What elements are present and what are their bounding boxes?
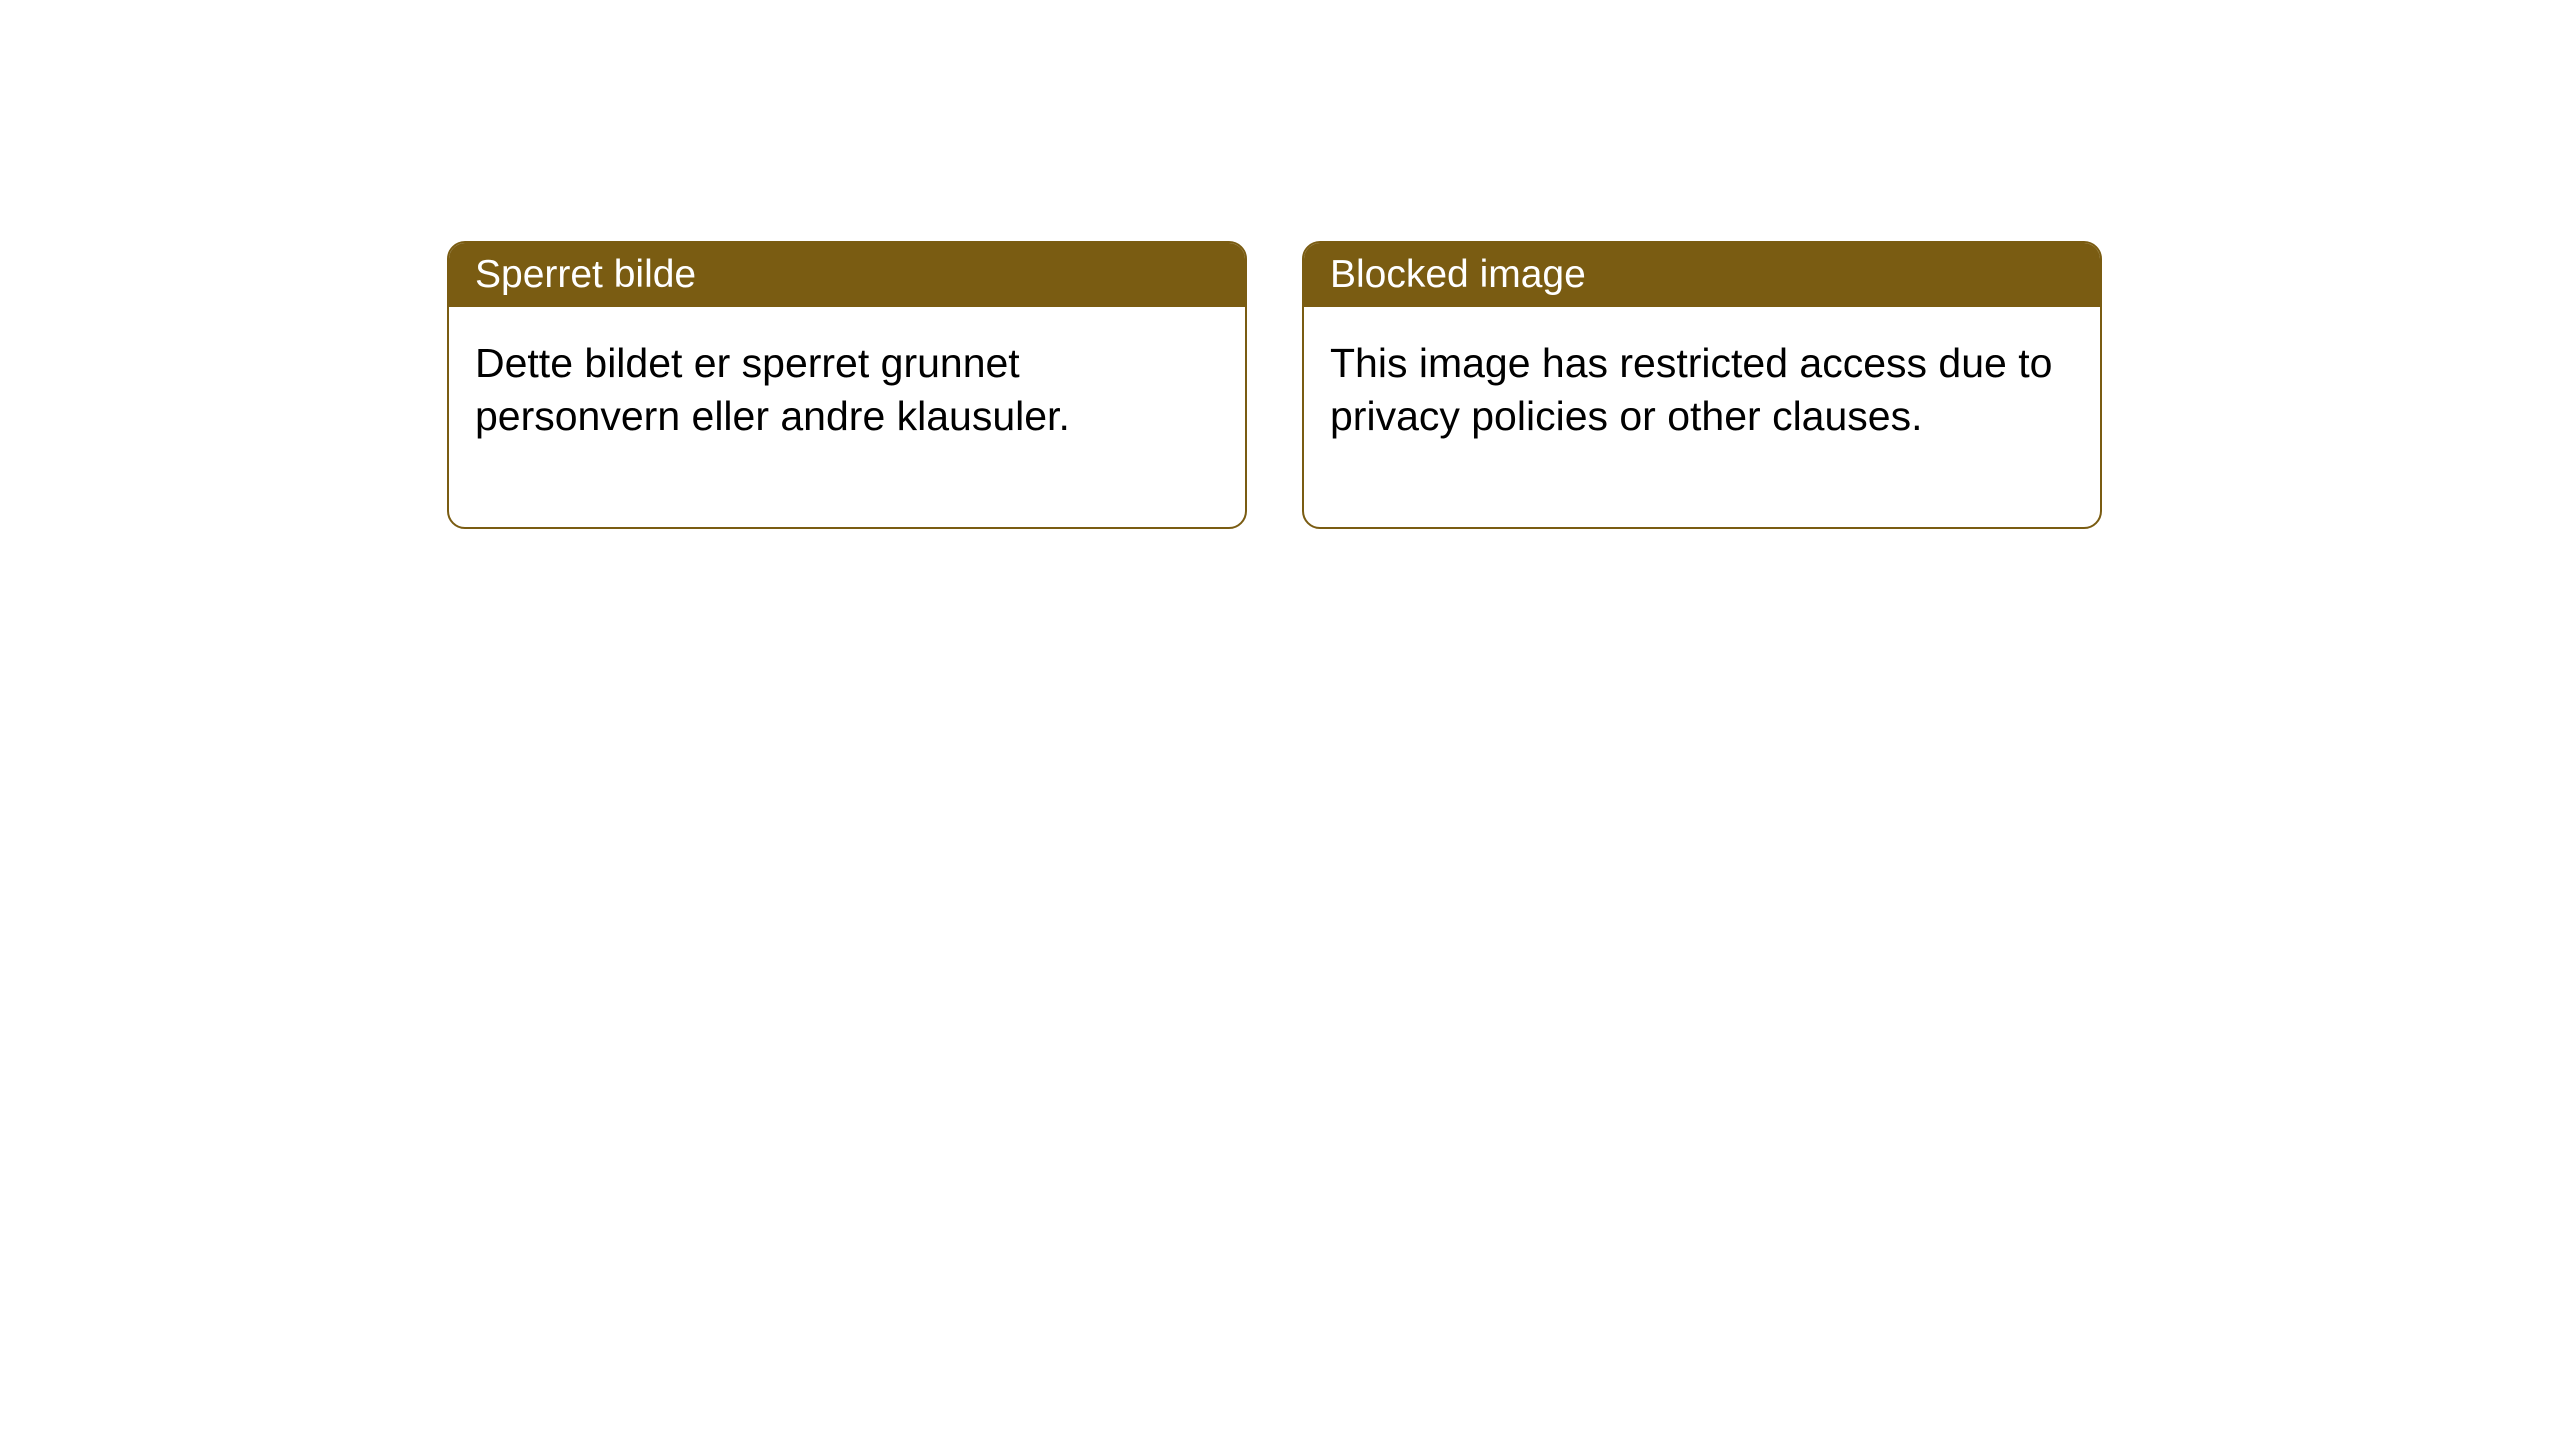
card-body-text: This image has restricted access due to … (1330, 340, 2052, 439)
card-header-text: Sperret bilde (475, 253, 696, 296)
card-header-norwegian: Sperret bilde (449, 243, 1245, 307)
card-header-text: Blocked image (1330, 253, 1586, 296)
card-body-english: This image has restricted access due to … (1304, 307, 2100, 527)
card-body-text: Dette bildet er sperret grunnet personve… (475, 340, 1070, 439)
blocked-image-cards-container: Sperret bilde Dette bildet er sperret gr… (447, 241, 2102, 529)
card-header-english: Blocked image (1304, 243, 2100, 307)
card-body-norwegian: Dette bildet er sperret grunnet personve… (449, 307, 1245, 527)
blocked-image-card-english: Blocked image This image has restricted … (1302, 241, 2102, 529)
blocked-image-card-norwegian: Sperret bilde Dette bildet er sperret gr… (447, 241, 1247, 529)
